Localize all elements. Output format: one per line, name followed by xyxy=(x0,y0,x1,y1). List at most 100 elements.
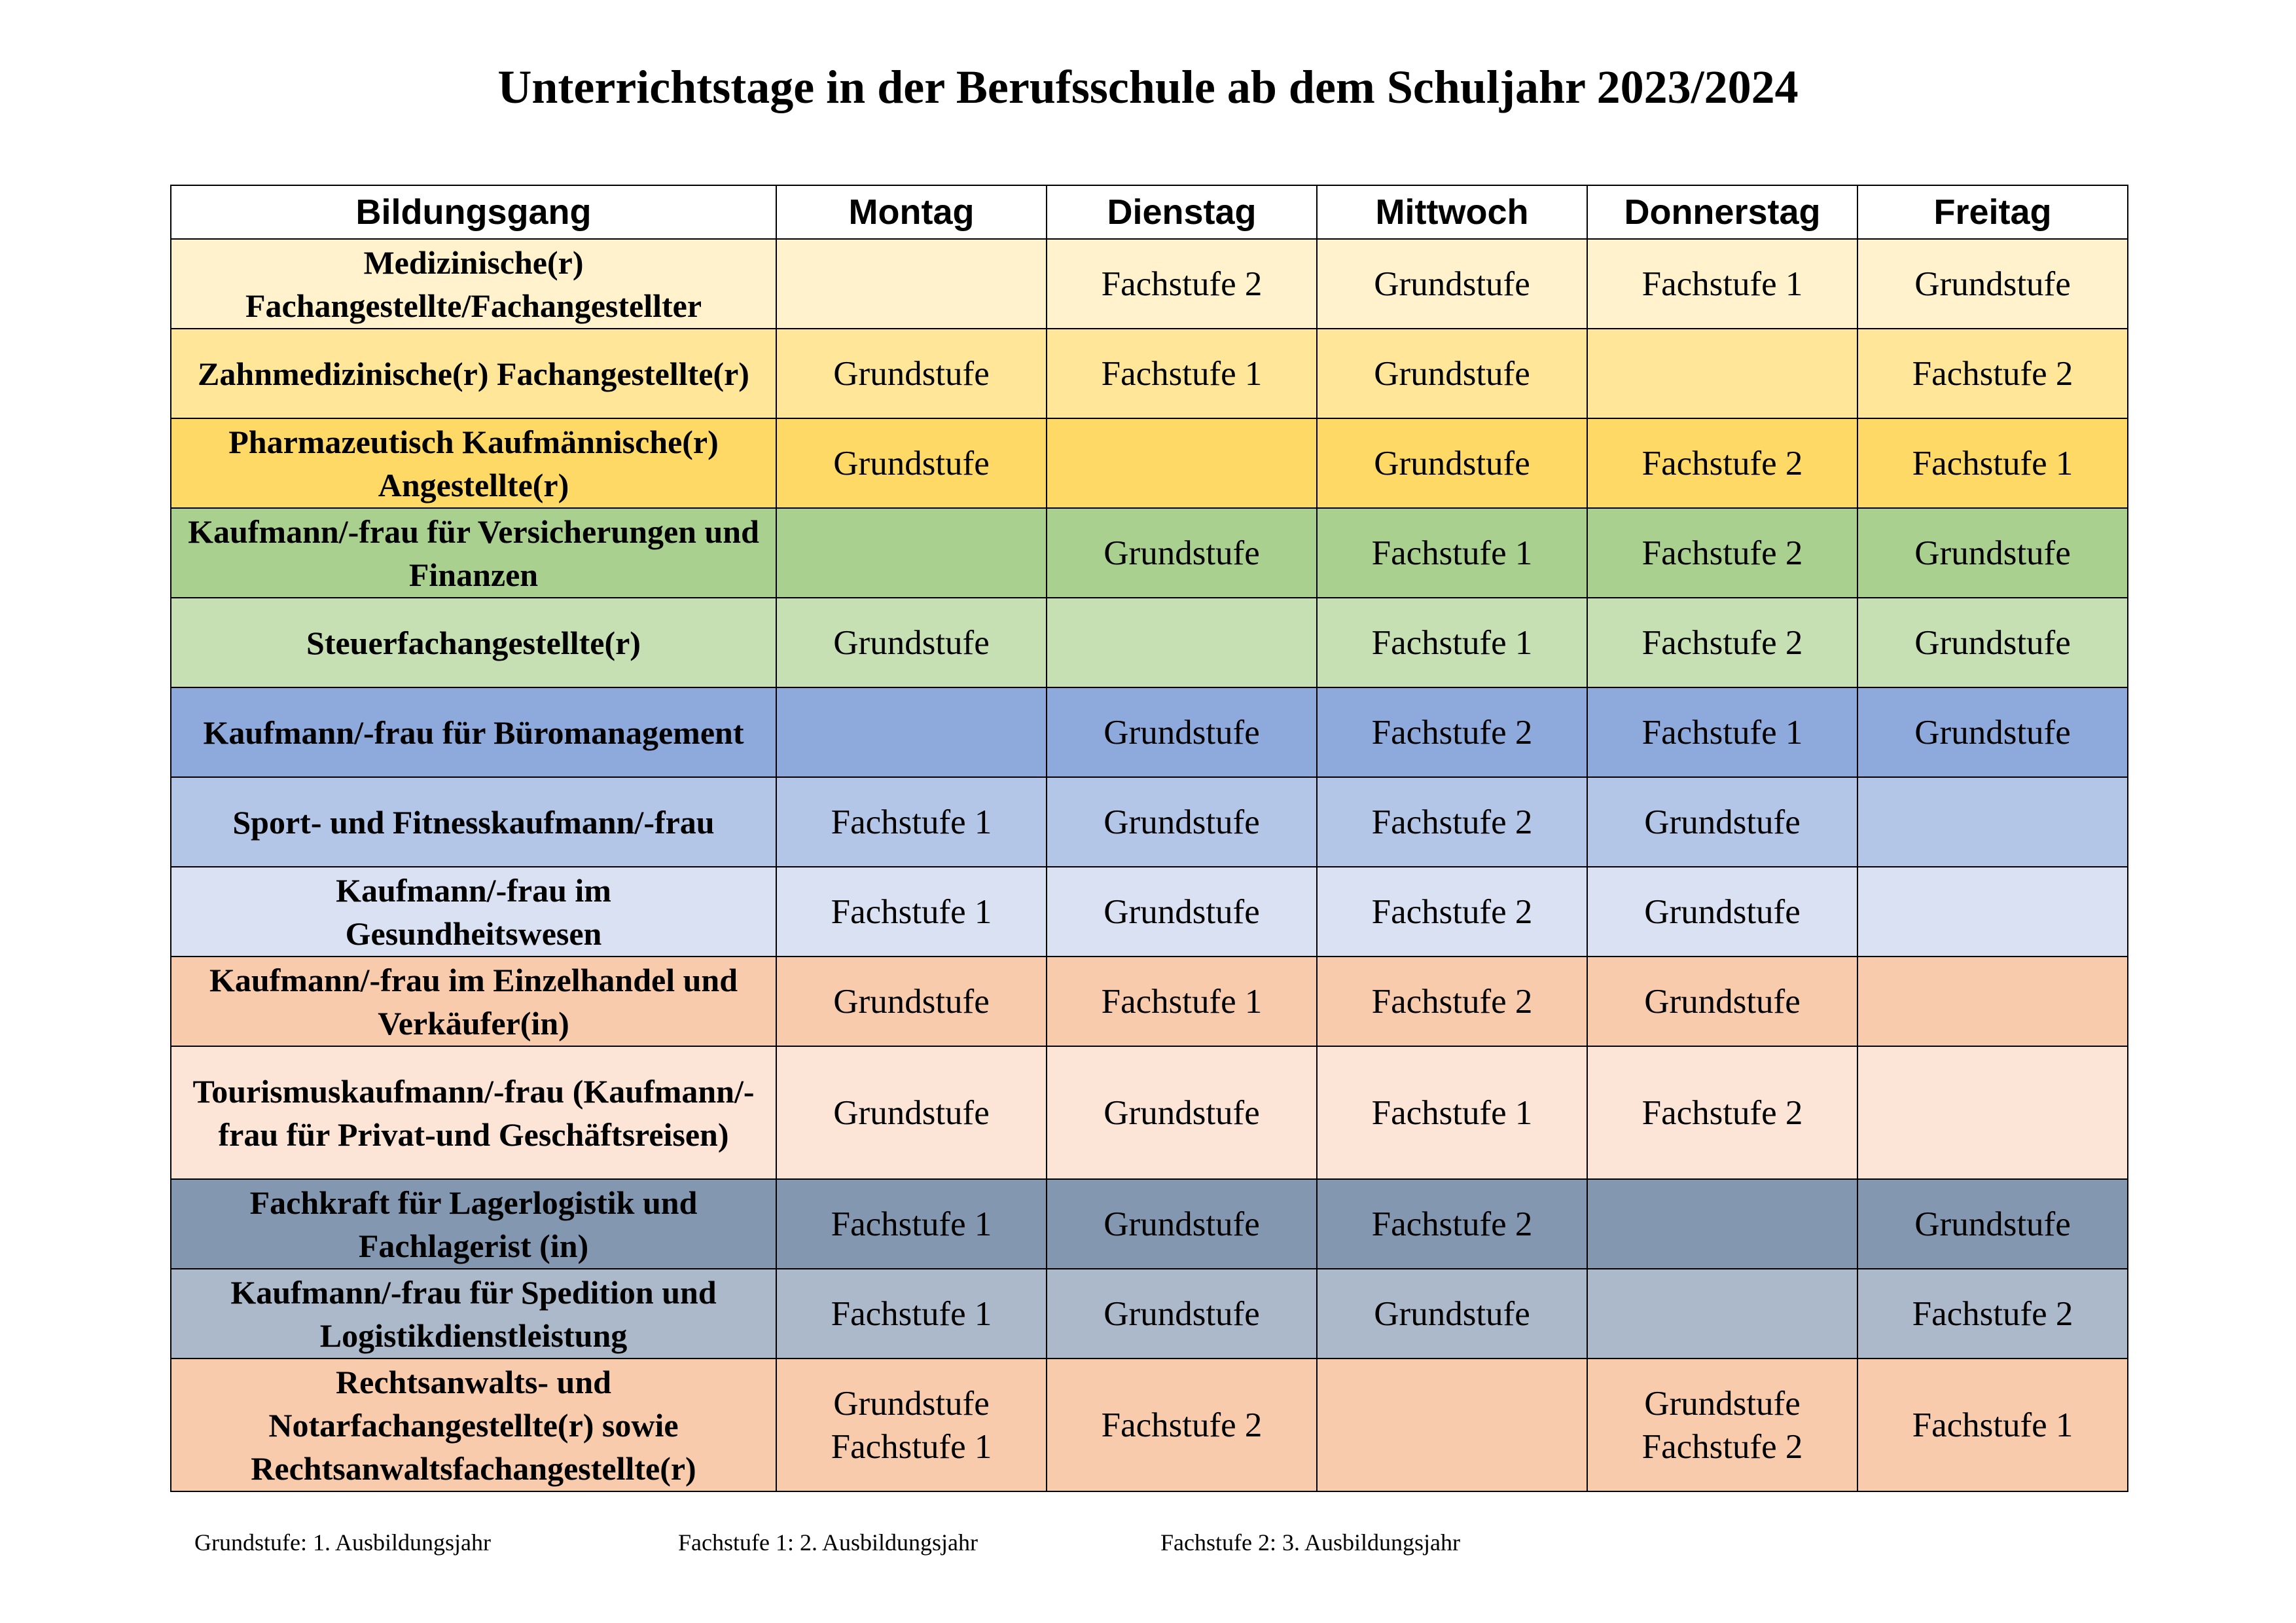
table-row: Kaufmann/-frau für Büromanagement Grundst… xyxy=(170,687,2128,778)
schedule-cell: Grundstufe xyxy=(1587,956,1858,1047)
program-name-cell: Kaufmann/-frau für Büromanagement xyxy=(170,687,777,778)
schedule-cell: Fachstufe 2 xyxy=(1046,1358,1318,1492)
schedule-cell xyxy=(1587,1178,1858,1269)
legend-grundstufe: Grundstufe: 1. Ausbildungsjahr xyxy=(194,1529,491,1556)
table-row: Rechtsanwalts- und Notarfachangestellte(… xyxy=(170,1358,2128,1492)
schedule-cell: Grundstufe xyxy=(776,418,1047,509)
program-name-cell: Kaufmann/-frau für Spedition und Logisti… xyxy=(170,1268,777,1359)
column-header-freitag: Freitag xyxy=(1857,185,2128,240)
schedule-cell: Grundstufe xyxy=(1046,507,1318,598)
schedule-cell: Grundstufe xyxy=(1046,1046,1318,1180)
schedule-cell: Fachstufe 2 xyxy=(1316,776,1588,867)
schedule-cell: Fachstufe 2 xyxy=(1316,866,1588,957)
schedule-cell: Fachstufe 1 xyxy=(1316,597,1588,688)
schedule-cell: Grundstufe xyxy=(776,597,1047,688)
column-header-mittwoch: Mittwoch xyxy=(1316,185,1588,240)
schedule-cell: Grundstufe xyxy=(1857,597,2128,688)
schedule-cell xyxy=(1857,866,2128,957)
schedule-cell: Fachstufe 1 xyxy=(1587,687,1858,778)
column-header-dienstag: Dienstag xyxy=(1046,185,1318,240)
program-name-cell: Kaufmann/-frau im Einzelhandel und Verkä… xyxy=(170,956,777,1047)
program-name-cell: Rechtsanwalts- und Notarfachangestellte(… xyxy=(170,1358,777,1492)
table-row: Fachkraft für Lagerlogistik und Fachlage… xyxy=(170,1178,2128,1269)
schedule-cell: Grundstufe xyxy=(1587,776,1858,867)
table-row: Kaufmann/-frau im Gesundheitswesen Fachst… xyxy=(170,866,2128,957)
program-name-cell: Fachkraft für Lagerlogistik und Fachlage… xyxy=(170,1178,777,1269)
program-name-cell: Pharmazeutisch Kaufmännische(r) Angestel… xyxy=(170,418,777,509)
program-name-cell: Kaufmann/-frau für Versicherungen und Fi… xyxy=(170,507,777,598)
schedule-cell: Fachstufe 2 xyxy=(1587,1046,1858,1180)
table-row: Kaufmann/-frau im Einzelhandel und Verkä… xyxy=(170,956,2128,1047)
schedule-cell: Fachstufe 2 xyxy=(1316,1178,1588,1269)
table-row: Zahnmedizinische(r) Fachangestellte(r) Gr… xyxy=(170,328,2128,419)
schedule-cell: Grundstufe xyxy=(1857,687,2128,778)
schedule-cell: Fachstufe 2 xyxy=(1857,1268,2128,1359)
page-title: Unterrichtstage in der Berufsschule ab d… xyxy=(497,61,1799,113)
schedule-cell xyxy=(1857,1046,2128,1180)
program-name-cell: Steuerfachangestellte(r) xyxy=(170,597,777,688)
legend-fachstufe-2: Fachstufe 2: 3. Ausbildungsjahr xyxy=(1160,1529,1460,1556)
schedule-cell xyxy=(1046,597,1318,688)
schedule-cell: Grundstufe xyxy=(1046,776,1318,867)
schedule-cell xyxy=(776,687,1047,778)
schedule-cell: Fachstufe 1 xyxy=(776,776,1047,867)
schedule-cell: Fachstufe 1 xyxy=(1857,1358,2128,1492)
schedule-cell xyxy=(1857,956,2128,1047)
schedule-cell xyxy=(1046,418,1318,509)
schedule-cell: Fachstufe 1 xyxy=(1316,1046,1588,1180)
column-header-montag: Montag xyxy=(776,185,1047,240)
schedule-cell: Grundstufe xyxy=(1316,418,1588,509)
program-name-cell: Tourismuskaufmann/-frau (Kaufmann/-frau … xyxy=(170,1046,777,1180)
table-row: Kaufmann/-frau für Versicherungen und Fi… xyxy=(170,507,2128,598)
schedule-table: Bildungsgang Montag Dienstag Mittwoch Do… xyxy=(170,185,2128,1492)
column-header-bildungsgang: Bildungsgang xyxy=(170,185,777,240)
schedule-cell xyxy=(1316,1358,1588,1492)
header-row: Bildungsgang Montag Dienstag Mittwoch Do… xyxy=(170,185,2128,240)
schedule-cell: Grundstufe xyxy=(1316,238,1588,329)
schedule-cell: Grundstufe xyxy=(1316,328,1588,419)
schedule-cell: Grundstufe xyxy=(776,1046,1047,1180)
schedule-cell: Fachstufe 1 xyxy=(1857,418,2128,509)
column-header-donnerstag: Donnerstag xyxy=(1587,185,1858,240)
schedule-cell: Grundstufe xyxy=(1046,866,1318,957)
schedule-cell: Grundstufe Fachstufe 1 xyxy=(776,1358,1047,1492)
schedule-cell xyxy=(1857,776,2128,867)
table-row: Sport- und Fitnesskaufmann/-frau Fachstuf… xyxy=(170,776,2128,867)
schedule-cell: Grundstufe xyxy=(1857,238,2128,329)
program-name-cell: Kaufmann/-frau im Gesundheitswesen xyxy=(170,866,777,957)
schedule-cell: Grundstufe xyxy=(776,956,1047,1047)
schedule-cell: Fachstufe 2 xyxy=(1587,507,1858,598)
program-name-cell: Zahnmedizinische(r) Fachangestellte(r) xyxy=(170,328,777,419)
schedule-cell: Fachstufe 2 xyxy=(1046,238,1318,329)
schedule-cell: Grundstufe xyxy=(1046,1178,1318,1269)
schedule-cell: Fachstufe 1 xyxy=(1046,328,1318,419)
schedule-cell: Grundstufe xyxy=(1587,866,1858,957)
schedule-cell: Grundstufe xyxy=(1857,507,2128,598)
legend-fachstufe-1: Fachstufe 1: 2. Ausbildungsjahr xyxy=(678,1529,978,1556)
schedule-cell: Fachstufe 1 xyxy=(1587,238,1858,329)
table-row: Kaufmann/-frau für Spedition und Logisti… xyxy=(170,1268,2128,1359)
schedule-cell: Fachstufe 1 xyxy=(776,866,1047,957)
schedule-cell: Grundstufe xyxy=(776,328,1047,419)
schedule-cell: Fachstufe 1 xyxy=(776,1268,1047,1359)
schedule-cell: Fachstufe 2 xyxy=(1316,687,1588,778)
schedule-cell: Grundstufe Fachstufe 2 xyxy=(1587,1358,1858,1492)
table-row: Tourismuskaufmann/-frau (Kaufmann/-frau … xyxy=(170,1046,2128,1180)
program-name-cell: Sport- und Fitnesskaufmann/-frau xyxy=(170,776,777,867)
schedule-cell xyxy=(776,507,1047,598)
table-row: Medizinische(r) Fachangestellte/Fachange… xyxy=(170,238,2128,329)
table-row: Pharmazeutisch Kaufmännische(r) Angestel… xyxy=(170,418,2128,509)
schedule-cell: Fachstufe 1 xyxy=(1316,507,1588,598)
schedule-cell xyxy=(776,238,1047,329)
schedule-cell: Fachstufe 2 xyxy=(1316,956,1588,1047)
schedule-cell: Fachstufe 2 xyxy=(1587,418,1858,509)
schedule-cell: Fachstufe 2 xyxy=(1857,328,2128,419)
schedule-cell: Fachstufe 2 xyxy=(1587,597,1858,688)
schedule-cell xyxy=(1587,328,1858,419)
schedule-cell: Fachstufe 1 xyxy=(776,1178,1047,1269)
table-row: Steuerfachangestellte(r) Grundstufe Fachst… xyxy=(170,597,2128,688)
schedule-cell: Fachstufe 1 xyxy=(1046,956,1318,1047)
schedule-cell xyxy=(1587,1268,1858,1359)
schedule-cell: Grundstufe xyxy=(1046,1268,1318,1359)
schedule-cell: Grundstufe xyxy=(1857,1178,2128,1269)
